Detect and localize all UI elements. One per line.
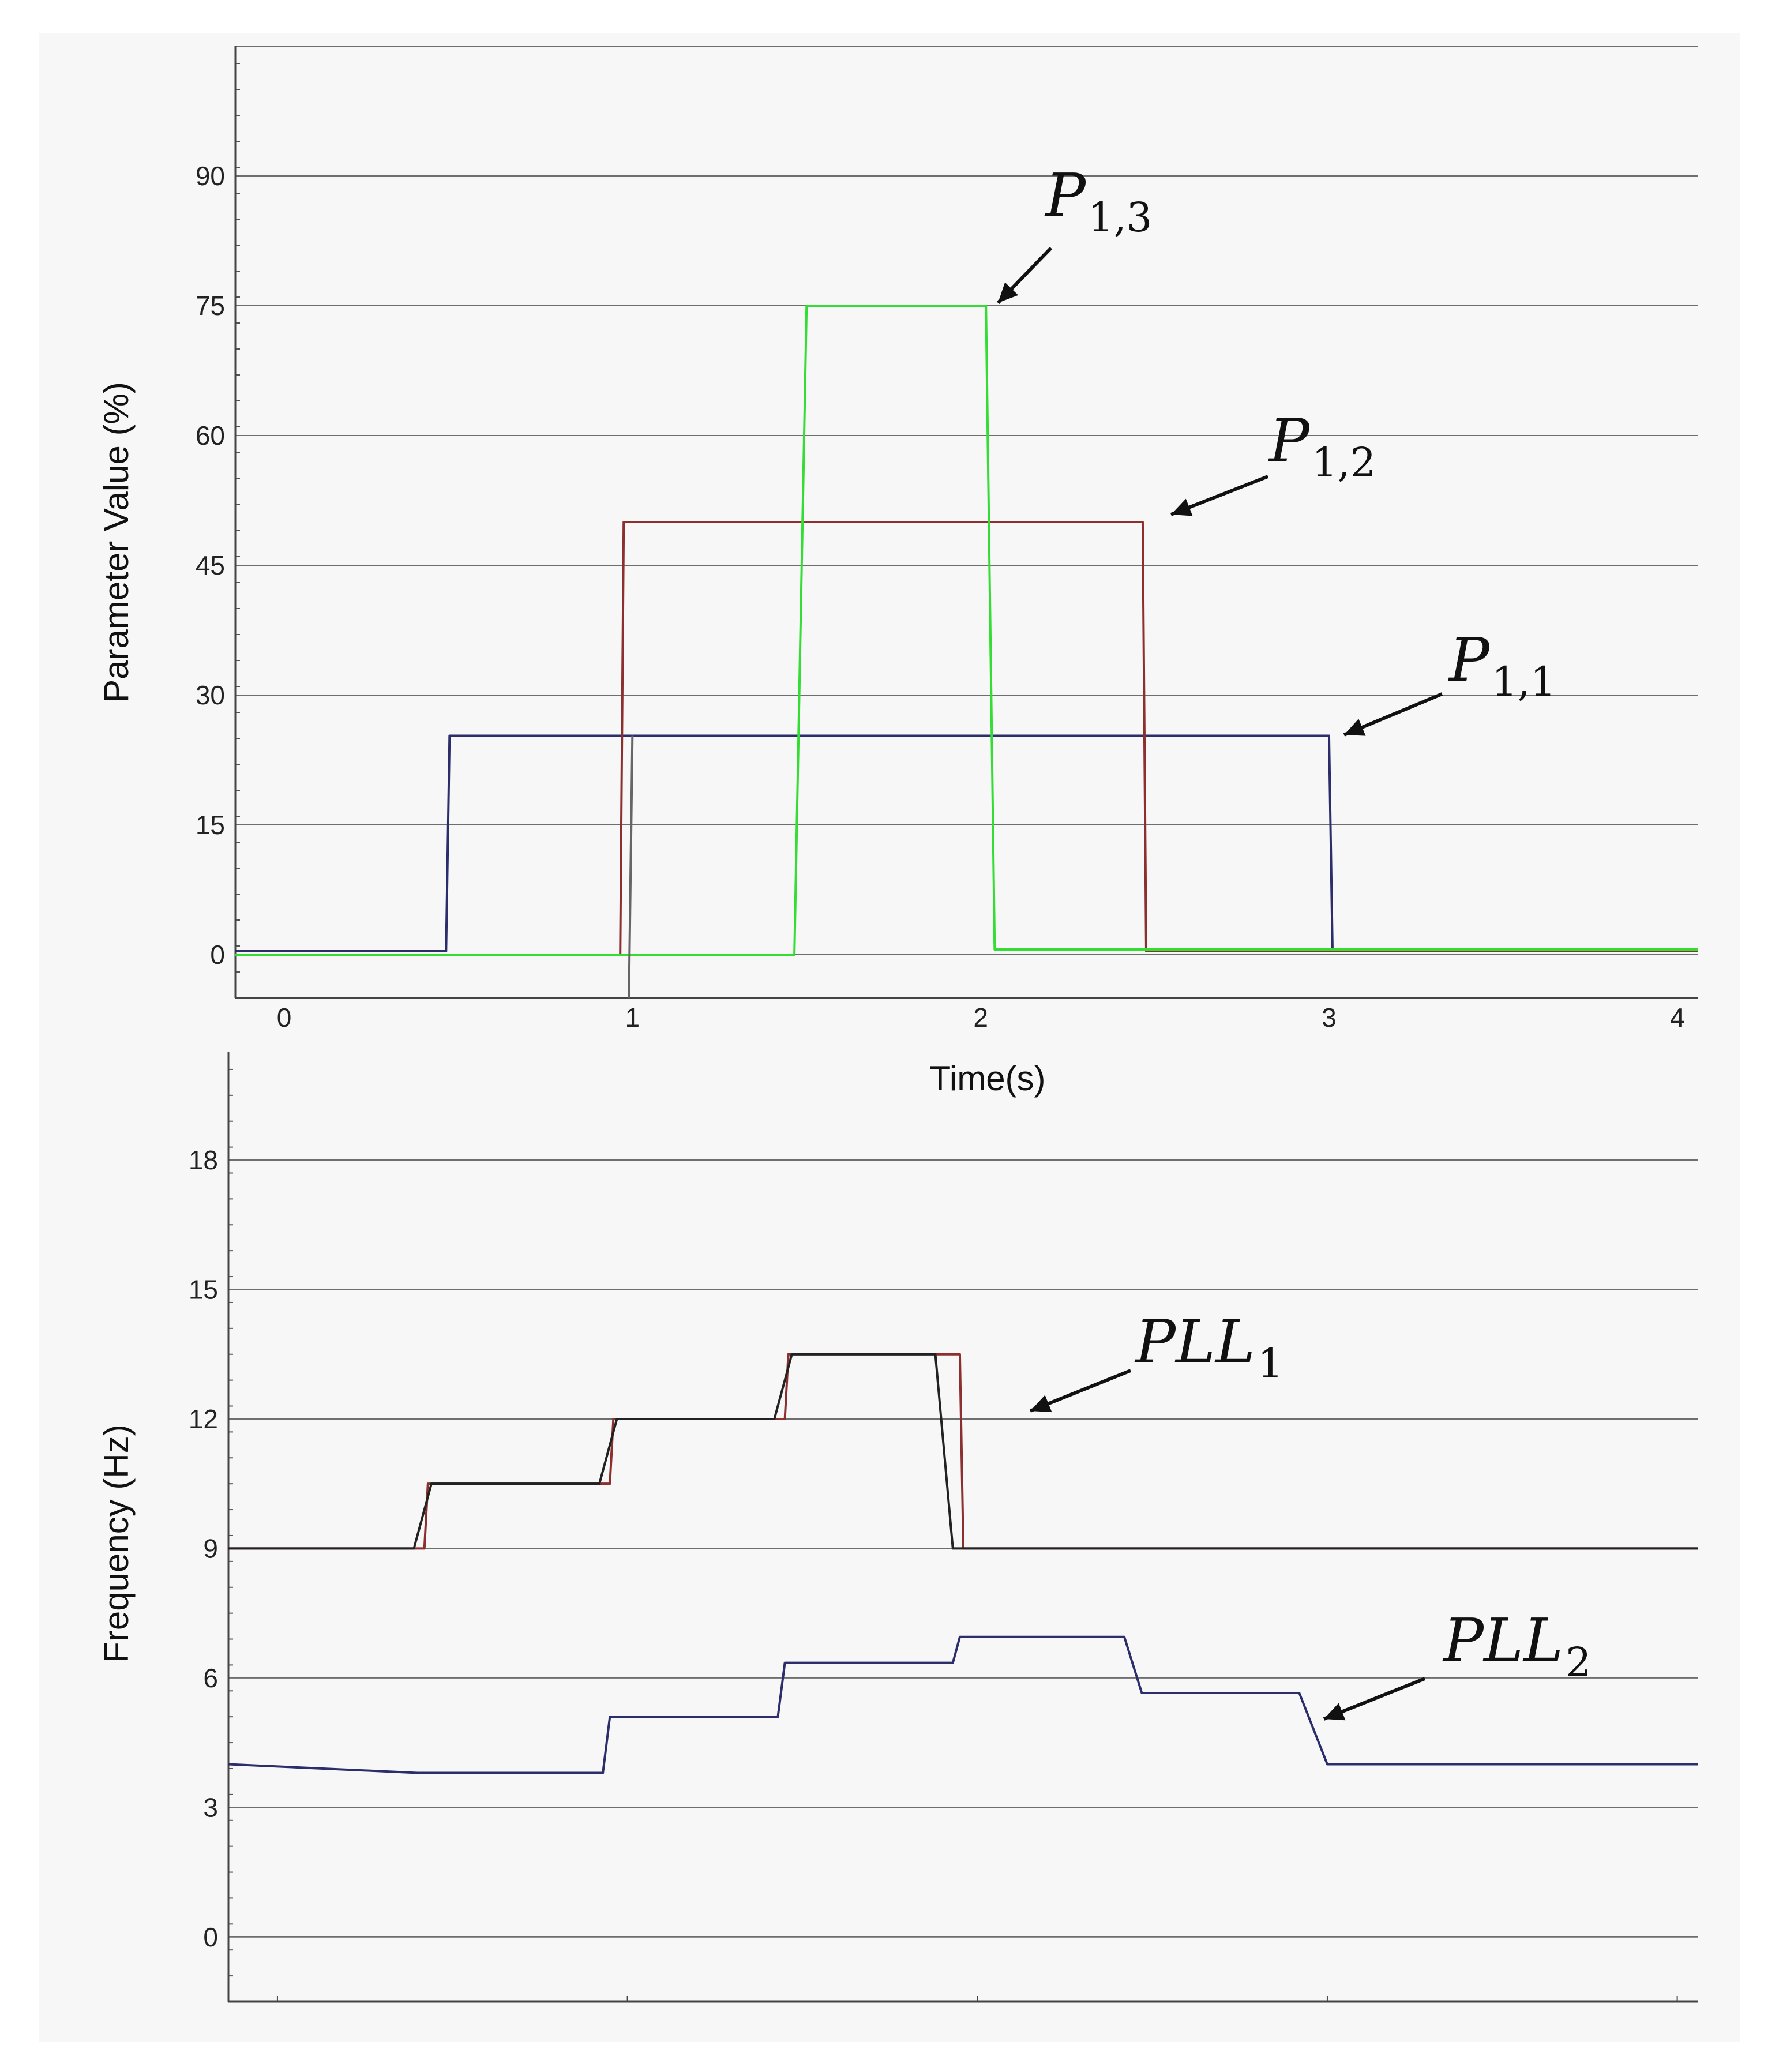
- top-annotation-arrowhead: [1344, 719, 1366, 736]
- bottom-chart: 0 3 6 9 12 15 18 PLL1 PLL2 Frequency (Hz): [97, 1052, 1698, 2003]
- bottom-annotation-label: PLL1: [1134, 1307, 1283, 1387]
- top-axes: 0 15 30 45 60 75 90 0 1 2 3 4: [196, 46, 1698, 1033]
- bottom-annotation-arrowhead: [1324, 1703, 1346, 1721]
- bottom-annotation-label: PLL2: [1442, 1605, 1592, 1686]
- top-y-tick-label: 75: [196, 291, 225, 321]
- top-x-tick-label: 4: [1670, 1003, 1685, 1033]
- top-y-axis-title: Parameter Value (%): [97, 382, 136, 703]
- top-x-axis-title: Time(s): [929, 1059, 1045, 1098]
- top-annotation-arrowhead: [998, 282, 1019, 303]
- bottom-y-tick-label: 0: [203, 1922, 218, 1952]
- top-y-tick-label: 0: [210, 940, 225, 970]
- top-x-tick-label: 1: [625, 1003, 640, 1033]
- bottom-annotation-arrowhead: [1030, 1395, 1052, 1413]
- top-y-tick-label: 30: [196, 680, 225, 710]
- bottom-series: [228, 1353, 1698, 1774]
- top-x-tick-label: 3: [1322, 1003, 1337, 1033]
- bottom-series-pll2: [228, 1635, 1698, 1774]
- bottom-y-tick-label: 3: [203, 1792, 218, 1822]
- top-series-reference: [628, 735, 634, 999]
- figure-background: [39, 33, 1740, 2042]
- bottom-series-pll1: [228, 1353, 1698, 1550]
- top-y-tick-label: 15: [196, 810, 225, 840]
- bottom-axes: 0 3 6 9 12 15 18: [189, 1052, 1698, 2003]
- bottom-y-tick-label: 15: [189, 1275, 218, 1305]
- bottom-y-tick-label: 6: [203, 1663, 218, 1693]
- bottom-y-tick-label: 18: [189, 1145, 218, 1175]
- top-series-p1-3: [235, 305, 1698, 956]
- top-y-tick-label: 45: [196, 550, 225, 580]
- top-x-tick-label: 2: [973, 1003, 988, 1033]
- bottom-y-tick-label: 12: [189, 1404, 218, 1434]
- top-annotation-arrowhead: [1171, 498, 1193, 516]
- top-y-tick-label: 60: [196, 421, 225, 451]
- bottom-y-axis-title: Frequency (Hz): [97, 1424, 136, 1662]
- bottom-y-tick-label: 9: [203, 1533, 218, 1563]
- top-y-tick-label: 90: [196, 161, 225, 191]
- top-x-tick-label: 0: [277, 1003, 292, 1033]
- top-series: [235, 305, 1698, 999]
- bottom-annotations: PLL1 PLL2: [1029, 1307, 1592, 1721]
